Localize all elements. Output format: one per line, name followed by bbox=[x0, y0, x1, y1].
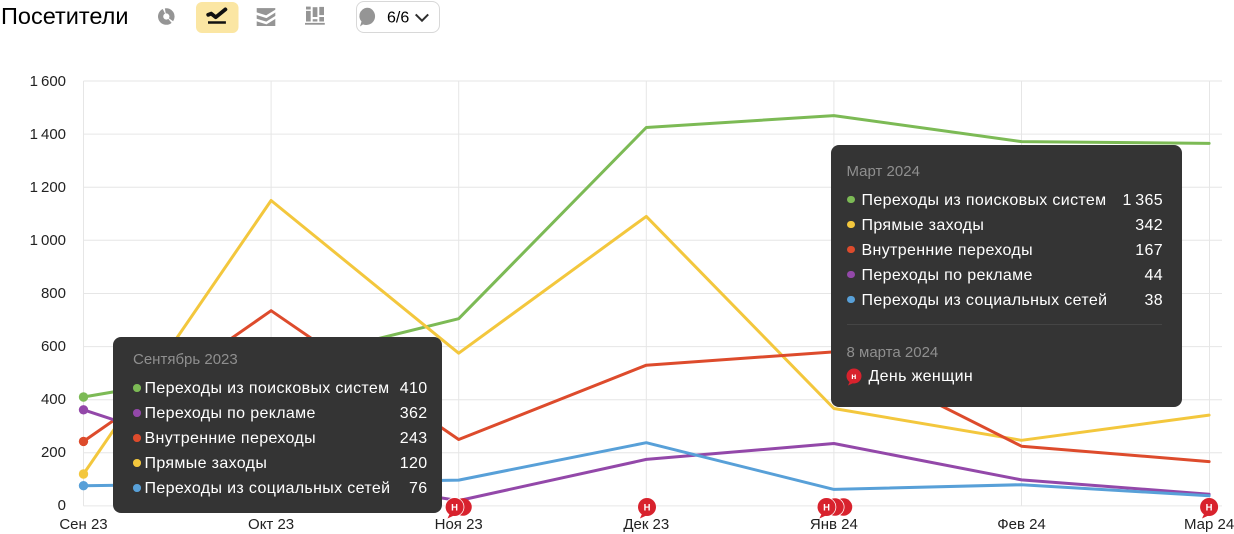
svg-text:Н: Н bbox=[1206, 503, 1213, 514]
svg-text:6/6: 6/6 bbox=[387, 10, 409, 27]
svg-text:Н: Н bbox=[451, 503, 458, 514]
svg-text:Н: Н bbox=[644, 503, 651, 514]
svg-text:н: н bbox=[851, 371, 856, 381]
svg-text:Н: Н bbox=[823, 503, 830, 514]
